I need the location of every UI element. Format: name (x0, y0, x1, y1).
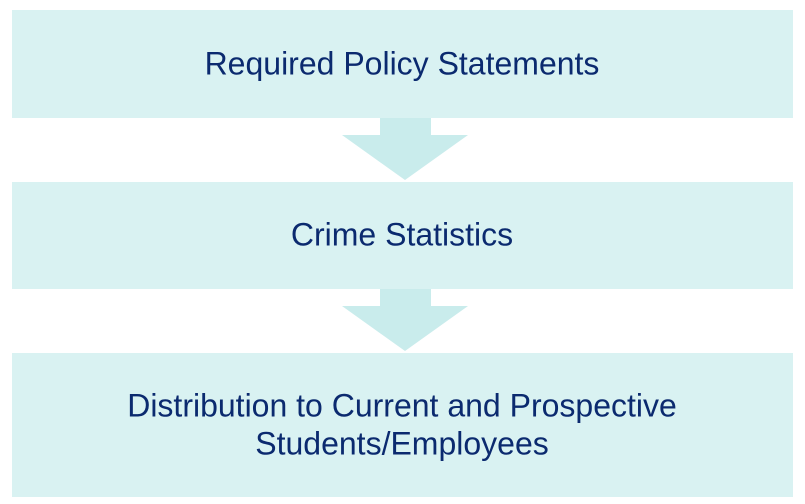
node-label: Students/Employees (255, 425, 549, 461)
arrow (342, 118, 468, 180)
node-label: Crime Statistics (291, 216, 513, 252)
node-label: Distribution to Current and Prospective (127, 387, 677, 423)
box (12, 353, 793, 497)
node-label: Required Policy Statements (205, 45, 600, 81)
box (12, 182, 793, 289)
arrow (342, 289, 468, 351)
box (12, 10, 793, 118)
